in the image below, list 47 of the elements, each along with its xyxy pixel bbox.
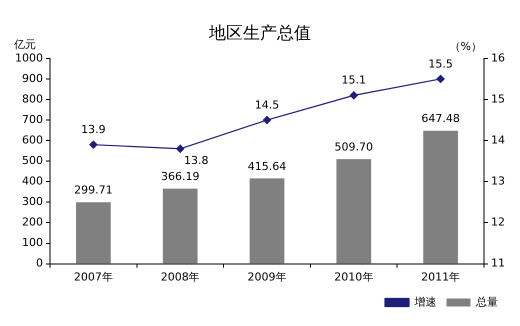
y-tick-label: 900 <box>22 72 43 85</box>
data-label: 299.71 <box>74 184 113 197</box>
bar <box>336 159 372 264</box>
bar <box>423 130 458 264</box>
y-tick-label: 700 <box>22 112 43 126</box>
y2-tick-label: 11 <box>491 256 506 270</box>
data-label: 13.8 <box>184 154 208 168</box>
data-label: 509.70 <box>334 140 374 154</box>
data-label: 13.9 <box>81 123 106 136</box>
y-tick-label: 800 <box>22 92 43 106</box>
y2-axis-title: （%） <box>450 40 482 53</box>
chart-title: 地区生产总值 <box>208 24 311 44</box>
data-label: 15.5 <box>428 57 453 70</box>
y-tick-label: 200 <box>22 216 43 229</box>
legend-label: 总量 <box>475 295 498 308</box>
point <box>350 91 358 100</box>
y2-tick-label: 13 <box>491 174 506 188</box>
data-label: 647.48 <box>421 112 460 126</box>
y-tick-label: 500 <box>22 154 43 167</box>
y-tick-label: 0 <box>36 256 43 270</box>
x-tick-label: 2011年 <box>421 270 460 284</box>
x-tick-label: 2009年 <box>248 270 286 284</box>
y-tick-label: 100 <box>22 236 43 250</box>
x-tick-label: 2008年 <box>160 270 200 284</box>
y-tick-label: 600 <box>22 133 43 146</box>
y-tick-label: 1000 <box>14 51 43 64</box>
y-tick-label: 400 <box>22 174 43 188</box>
data-label: 366.19 <box>160 170 200 183</box>
bar <box>76 202 111 264</box>
point <box>262 116 272 124</box>
data-label: 14.5 <box>254 98 280 112</box>
point <box>176 144 184 153</box>
data-label: 15.1 <box>342 74 366 87</box>
data-label: 415.64 <box>248 160 286 173</box>
y2-tick-label: 16 <box>491 51 506 64</box>
y2-tick-label: 12 <box>491 216 506 229</box>
point <box>436 74 445 84</box>
point <box>89 140 98 149</box>
bar <box>250 178 284 264</box>
x-tick-label: 2007年 <box>74 270 113 284</box>
y2-tick-label: 15 <box>491 92 506 106</box>
y-axis-title: 亿元 <box>13 38 36 51</box>
bar <box>162 188 198 264</box>
y2-tick-label: 14 <box>491 133 506 146</box>
y-tick-label: 300 <box>22 195 43 208</box>
legend-label: 增速 <box>414 295 436 308</box>
x-tick-label: 2010年 <box>334 270 374 284</box>
